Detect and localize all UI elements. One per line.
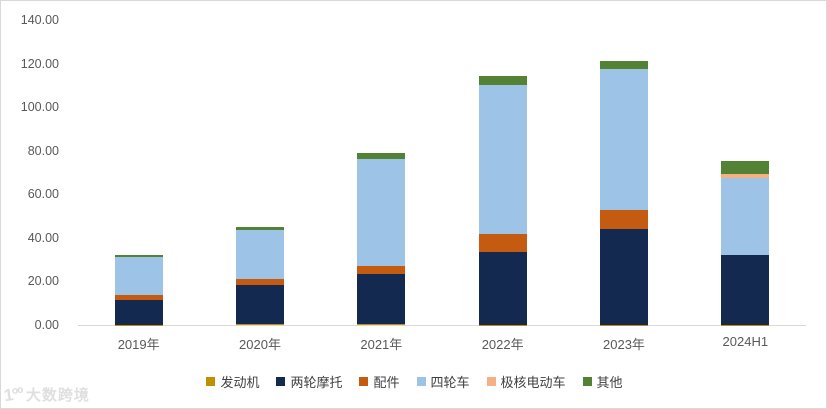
y-tick-label: 0.00 bbox=[34, 318, 59, 332]
bar-segment-两轮摩托 bbox=[114, 300, 163, 325]
bar-2024H1 bbox=[721, 160, 770, 325]
bar-slot-2024H1 bbox=[685, 20, 806, 325]
bar-segment-四轮车 bbox=[721, 177, 770, 255]
y-tick-label: 40.00 bbox=[27, 230, 59, 245]
bar-segment-两轮摩托 bbox=[721, 254, 770, 325]
y-tick-label: 100.00 bbox=[20, 100, 59, 115]
bar-segment-四轮车 bbox=[235, 229, 284, 279]
legend-label: 发动机 bbox=[220, 375, 260, 390]
bar-segment-其他 bbox=[114, 254, 163, 257]
bar-segment-发动机 bbox=[235, 324, 284, 325]
x-axis-line bbox=[78, 325, 806, 326]
plot-area bbox=[78, 20, 806, 325]
x-tick-label: 2021年 bbox=[360, 337, 403, 352]
bar-segment-其他 bbox=[478, 76, 527, 86]
bar-segment-两轮摩托 bbox=[357, 274, 406, 324]
legend-label: 配件 bbox=[373, 375, 400, 390]
bar-slot-2022年 bbox=[442, 20, 563, 325]
bar-segment-配件 bbox=[478, 233, 527, 253]
legend-marker-icon bbox=[206, 377, 216, 386]
bar-slot-2019年 bbox=[78, 20, 199, 325]
bar-segment-四轮车 bbox=[478, 85, 527, 234]
legend-item-两轮摩托: 两轮摩托 bbox=[276, 372, 342, 391]
bar-segment-配件 bbox=[235, 278, 284, 286]
bar-segment-两轮摩托 bbox=[235, 285, 284, 325]
bar-segment-四轮车 bbox=[599, 68, 648, 211]
bar-slot-2023年 bbox=[563, 20, 684, 325]
bar-2020年 bbox=[235, 226, 284, 325]
bar-slot-2021年 bbox=[321, 20, 442, 325]
y-tick-label: 120.00 bbox=[20, 56, 59, 71]
bar-2022年 bbox=[478, 76, 527, 325]
bar-segment-极核电动车 bbox=[721, 174, 770, 178]
x-tick-label: 2022年 bbox=[481, 337, 524, 352]
bar-segment-发动机 bbox=[357, 323, 406, 325]
legend-marker-icon bbox=[582, 377, 592, 386]
y-tick-label: 20.00 bbox=[27, 274, 59, 289]
legend-item-其他: 其他 bbox=[582, 372, 623, 391]
x-tick-label: 2024H1 bbox=[722, 334, 769, 349]
x-axis: 2019年 2020年 2021年 2022年 2023年 2024H1 bbox=[78, 334, 806, 353]
bar-slot-2020年 bbox=[199, 20, 320, 325]
legend-item-极核电动车: 极核电动车 bbox=[486, 372, 566, 391]
bar-segment-其他 bbox=[721, 160, 770, 175]
y-axis: 0.00 20.00 40.00 60.00 80.00 100.00 120.00 140.… bbox=[1, 1, 59, 408]
legend-label: 极核电动车 bbox=[500, 375, 566, 390]
legend-item-四轮车: 四轮车 bbox=[416, 372, 470, 391]
legend-marker-icon bbox=[359, 377, 369, 386]
bar-segment-其他 bbox=[235, 226, 284, 230]
bar-2019年 bbox=[114, 254, 163, 325]
legend-marker-icon bbox=[416, 377, 426, 386]
y-tick-label: 80.00 bbox=[27, 143, 59, 158]
x-tick-label: 2020年 bbox=[239, 337, 281, 352]
legend-marker-icon bbox=[486, 377, 496, 386]
legend-label: 其他 bbox=[596, 375, 623, 390]
y-tick-label: 60.00 bbox=[27, 187, 59, 202]
x-tick-label: 2019年 bbox=[117, 337, 160, 352]
bar-segment-其他 bbox=[357, 153, 406, 159]
bar-segment-四轮车 bbox=[357, 158, 406, 266]
legend-label: 四轮车 bbox=[430, 375, 470, 390]
bar-segment-两轮摩托 bbox=[599, 228, 648, 325]
bar-2023年 bbox=[599, 61, 648, 325]
bar-segment-四轮车 bbox=[114, 256, 163, 296]
bar-2021年 bbox=[357, 153, 406, 325]
bar-segment-两轮摩托 bbox=[478, 252, 527, 325]
y-tick-label: 140.00 bbox=[20, 13, 59, 27]
bar-segment-配件 bbox=[114, 295, 163, 301]
bar-segment-配件 bbox=[357, 266, 406, 275]
legend-item-发动机: 发动机 bbox=[206, 372, 259, 391]
legend-marker-icon bbox=[276, 377, 286, 386]
legend-item-配件: 配件 bbox=[359, 372, 400, 391]
x-tick-label: 2023年 bbox=[603, 337, 645, 352]
legend: 发动机 两轮摩托 配件 四轮车 极核电动车 其他 bbox=[1, 372, 826, 391]
bar-segment-其他 bbox=[599, 61, 648, 69]
legend-label: 两轮摩托 bbox=[290, 375, 343, 390]
bar-segment-配件 bbox=[599, 210, 648, 229]
